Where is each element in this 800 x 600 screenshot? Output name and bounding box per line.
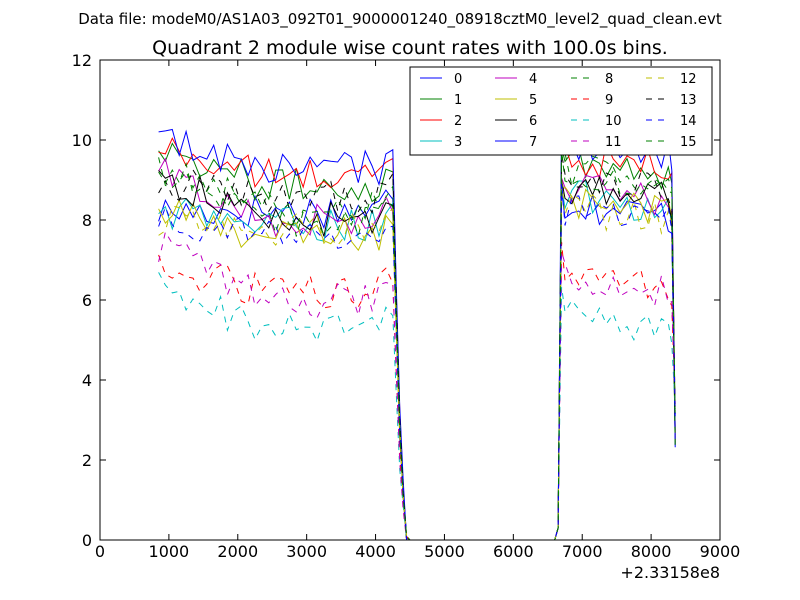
series-line-11: [158, 230, 676, 541]
series-line-6: [158, 170, 676, 541]
legend-label-6: 6: [529, 114, 537, 129]
x-tick-label: 3000: [286, 542, 327, 561]
legend-label-10: 10: [605, 114, 622, 129]
x-tick-label: 4000: [355, 542, 396, 561]
legend-label-1: 1: [454, 93, 462, 108]
series-line-7: [158, 112, 676, 541]
x-offset-label: +2.33158e8: [620, 563, 720, 582]
x-tick-label: 9000: [700, 542, 741, 561]
legend-label-2: 2: [454, 114, 462, 129]
x-tick-label: 0: [95, 542, 105, 561]
series-line-15: [158, 150, 676, 541]
legend-box: [409, 66, 713, 156]
x-tick-label: 6000: [493, 542, 534, 561]
series-line-8: [158, 137, 676, 541]
y-tick-label: 0: [82, 531, 92, 550]
legend-label-14: 14: [680, 114, 697, 129]
x-tick-label: 2000: [217, 542, 258, 561]
y-tick-label: 4: [82, 371, 92, 390]
series-line-2: [158, 137, 676, 541]
x-tick-label: 8000: [631, 542, 672, 561]
y-tick-label: 8: [82, 211, 92, 230]
legend-label-0: 0: [454, 72, 462, 87]
y-tick-label: 12: [72, 51, 92, 70]
legend-label-8: 8: [605, 72, 613, 87]
chart-title: Quadrant 2 module wise count rates with …: [152, 37, 668, 59]
legend-label-7: 7: [529, 135, 537, 150]
x-tick-label: 5000: [424, 542, 465, 561]
chart-suptitle: Data file: modeM0/AS1A03_092T01_90000012…: [78, 10, 722, 29]
legend-label-12: 12: [680, 72, 697, 87]
x-tick-label: 7000: [562, 542, 603, 561]
y-tick-label: 6: [82, 291, 92, 310]
y-tick-label: 2: [82, 451, 92, 470]
legend-label-4: 4: [529, 72, 537, 87]
series-line-5: [158, 186, 676, 541]
x-axis: 0 1000 2000 3000 4000 5000 6000 7000 8000 9000: [95, 60, 740, 561]
legend-label-3: 3: [454, 135, 462, 150]
series-line-13: [158, 153, 676, 541]
series-lines: [158, 112, 676, 541]
x-tick-label: 1000: [149, 542, 190, 561]
legend-label-13: 13: [680, 93, 697, 108]
legend-label-15: 15: [680, 135, 697, 150]
y-tick-label: 10: [72, 131, 92, 150]
series-line-14: [158, 182, 676, 541]
series-line-9: [158, 242, 676, 541]
legend-label-9: 9: [605, 93, 613, 108]
series-line-10: [158, 272, 676, 541]
legend-label-5: 5: [529, 93, 537, 108]
series-line-0: [158, 189, 676, 541]
series-line-1: [158, 142, 676, 541]
legend-label-11: 11: [605, 135, 622, 150]
